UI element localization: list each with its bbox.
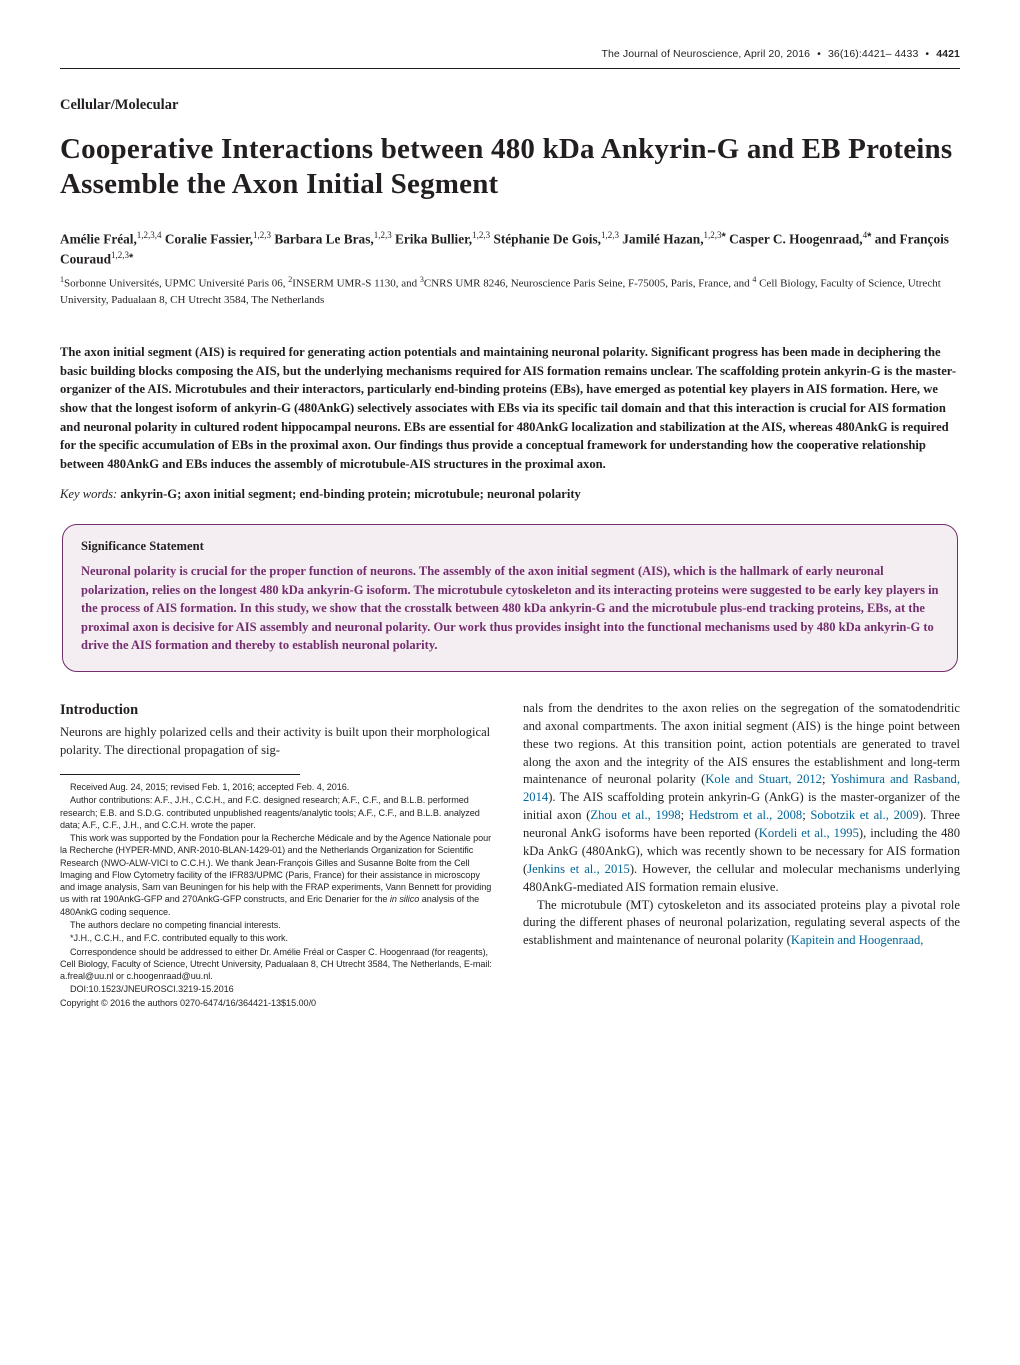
footnote-conflict: The authors declare no competing financi… bbox=[60, 919, 497, 931]
footnote-copyright: Copyright © 2016 the authors 0270-6474/1… bbox=[60, 997, 497, 1009]
bullet-separator-icon: • bbox=[817, 48, 821, 60]
intro-heading: Introduction bbox=[60, 700, 497, 720]
footnote-correspondence: Correspondence should be addressed to ei… bbox=[60, 946, 497, 983]
volume-issue: 36(16):4421– 4433 bbox=[828, 48, 918, 60]
significance-heading: Significance Statement bbox=[81, 539, 939, 554]
body-paragraph: The microtubule (MT) cytoskeleton and it… bbox=[523, 897, 960, 951]
top-rule bbox=[60, 68, 960, 69]
article-title: Cooperative Interactions between 480 kDa… bbox=[60, 132, 960, 203]
abstract: The axon initial segment (AIS) is requir… bbox=[60, 343, 960, 473]
running-head: The Journal of Neuroscience, April 20, 2… bbox=[60, 48, 960, 60]
section-label: Cellular/Molecular bbox=[60, 97, 960, 114]
affiliations: 1Sorbonne Universités, UPMC Université P… bbox=[60, 274, 960, 309]
intro-paragraph: Neurons are highly polarized cells and t… bbox=[60, 724, 497, 760]
journal-name: The Journal of Neuroscience bbox=[601, 48, 738, 60]
footnotes-rule bbox=[60, 774, 300, 775]
right-column: nals from the dendrites to the axon reli… bbox=[523, 700, 960, 1010]
left-column: Introduction Neurons are highly polarize… bbox=[60, 700, 497, 1010]
footnote-doi: DOI:10.1523/JNEUROSCI.3219-15.2016 bbox=[60, 983, 497, 995]
footnote-contributions: Author contributions: A.F., J.H., C.C.H.… bbox=[60, 794, 497, 831]
keywords-line: Key words: ankyrin-G; axon initial segme… bbox=[60, 487, 960, 502]
author-list: Amélie Fréal,1,2,3,4 Coralie Fassier,1,2… bbox=[60, 229, 960, 270]
footnote-equal-contribution: *J.H., C.C.H., and F.C. contributed equa… bbox=[60, 932, 497, 944]
significance-body: Neuronal polarity is crucial for the pro… bbox=[81, 562, 939, 655]
issue-date: April 20, 2016 bbox=[744, 48, 810, 60]
keywords-label: Key words: bbox=[60, 487, 117, 501]
keywords-text: ankyrin-G; axon initial segment; end-bin… bbox=[120, 487, 580, 501]
footnote-received: Received Aug. 24, 2015; revised Feb. 1, … bbox=[60, 781, 497, 793]
significance-box: Significance Statement Neuronal polarity… bbox=[62, 524, 958, 672]
two-column-body: Introduction Neurons are highly polarize… bbox=[60, 700, 960, 1010]
footnote-funding: This work was supported by the Fondation… bbox=[60, 832, 497, 918]
page-number: 4421 bbox=[936, 48, 960, 60]
bullet-separator-icon: • bbox=[925, 48, 929, 60]
body-paragraph: nals from the dendrites to the axon reli… bbox=[523, 700, 960, 897]
